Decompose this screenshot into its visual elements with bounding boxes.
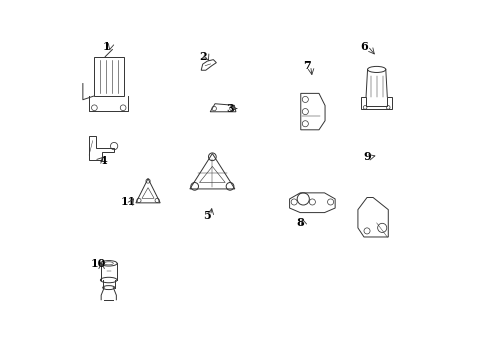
Text: 1: 1: [103, 41, 111, 51]
Text: 2: 2: [199, 51, 207, 62]
Text: 3: 3: [226, 103, 234, 114]
Bar: [93, 57, 123, 96]
Text: 8: 8: [295, 217, 303, 228]
Text: 6: 6: [360, 41, 367, 51]
Text: 4: 4: [100, 155, 107, 166]
Text: 9: 9: [363, 151, 371, 162]
Text: 7: 7: [303, 60, 310, 71]
Text: 10: 10: [90, 258, 105, 269]
Text: 11: 11: [121, 196, 136, 207]
Text: 5: 5: [203, 210, 210, 221]
